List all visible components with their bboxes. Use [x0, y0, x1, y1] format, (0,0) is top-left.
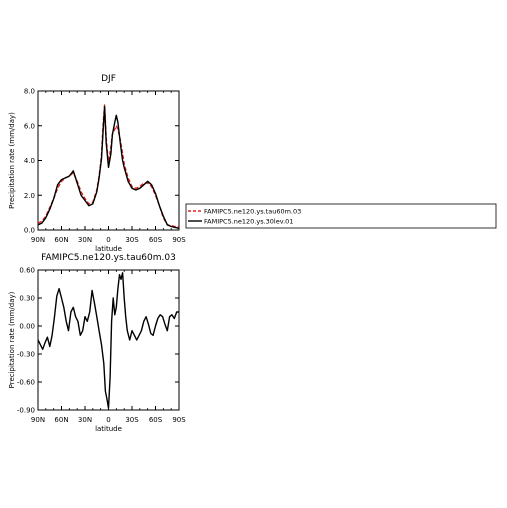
- x-tick-label: 0: [106, 416, 110, 424]
- y-tick-label: 0.0: [24, 227, 35, 235]
- y-tick-label: 4.0: [24, 157, 35, 165]
- series-line-2: [38, 105, 179, 229]
- x-axis-label: latitude: [95, 425, 122, 433]
- x-tick-label: 30S: [125, 236, 139, 244]
- y-axis-label: Precipitation rate (mm/day): [8, 291, 16, 388]
- x-tick-label: 90N: [31, 236, 45, 244]
- y-tick-label: -0.90: [17, 407, 35, 415]
- y-tick-label: -0.60: [17, 379, 35, 387]
- y-axis-label: Precipitation rate (mm/day): [8, 112, 16, 209]
- x-tick-label: 30S: [125, 416, 139, 424]
- y-tick-label: 8.0: [24, 88, 35, 96]
- legend-entry: FAMIPC5.ne120.ys.30lev.01: [204, 218, 293, 226]
- x-tick-label: 90S: [172, 236, 186, 244]
- legend-entry: FAMIPC5.ne120.ys.tau60m.03: [204, 208, 301, 216]
- x-tick-label: 60S: [149, 416, 163, 424]
- x-tick-label: 60N: [54, 416, 68, 424]
- x-tick-label: 0: [106, 236, 110, 244]
- legend-box: [185, 203, 497, 229]
- y-tick-label: 6.0: [24, 122, 35, 130]
- y-tick-label: 0.00: [19, 323, 35, 331]
- x-tick-label: 90S: [172, 416, 186, 424]
- x-tick-label: 30N: [78, 416, 92, 424]
- x-tick-label: 30N: [78, 236, 92, 244]
- x-tick-label: 60N: [54, 236, 68, 244]
- x-tick-label: 60S: [149, 236, 163, 244]
- y-tick-label: 0.60: [19, 267, 35, 275]
- x-tick-label: 90N: [31, 416, 45, 424]
- chart-title: DJF: [101, 74, 116, 84]
- y-tick-label: 2.0: [24, 192, 35, 200]
- y-tick-label: -0.30: [17, 351, 35, 359]
- series-line-1: [38, 272, 179, 409]
- chart-title: FAMIPC5.ne120.ys.tau60m.03: [41, 253, 176, 263]
- y-tick-label: 0.30: [19, 295, 35, 303]
- x-axis-label: latitude: [95, 245, 122, 253]
